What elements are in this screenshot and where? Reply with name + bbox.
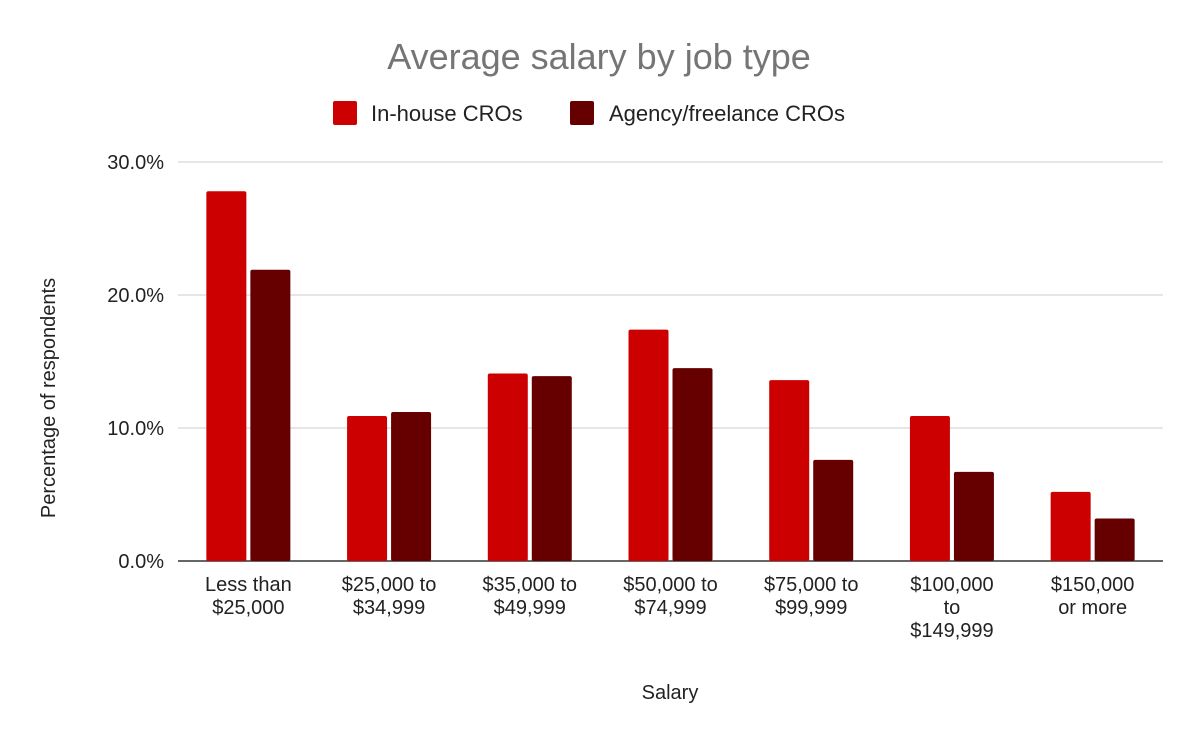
x-tick-label: $50,000 to $74,999 [623, 574, 718, 619]
bar-agency [953, 471, 994, 561]
gridlines [178, 161, 1163, 562]
x-tick-label: Less than $25,000 [205, 574, 292, 619]
legend-label-in-house: In-house CROs [371, 101, 523, 126]
bar-in-house [769, 380, 810, 561]
y-tick-label: 0.0% [118, 551, 164, 573]
legend-swatch-in-house [333, 101, 357, 125]
bar-in-house [1050, 491, 1091, 561]
y-tick-label: 10.0% [107, 418, 164, 440]
bar-in-house [909, 416, 950, 561]
bars [206, 191, 1135, 561]
legend-swatch-agency [570, 101, 594, 125]
x-tick-label: $150,000 or more [1051, 574, 1134, 619]
y-axis-ticks: 0.0% 10.0% 20.0% 30.0% [107, 152, 164, 573]
bar-agency [531, 376, 572, 561]
legend-label-agency: Agency/freelance CROs [609, 101, 845, 126]
y-axis-title: Percentage of respondents [38, 278, 60, 518]
x-tick-label: $75,000 to $99,999 [764, 574, 859, 619]
bar-in-house [347, 416, 388, 561]
y-tick-label: 30.0% [107, 152, 164, 174]
bar-agency [672, 368, 713, 561]
x-tick-label: $35,000 to $49,999 [483, 574, 578, 619]
bar-in-house [628, 329, 669, 561]
legend: In-house CROs Agency/freelance CROs [333, 101, 845, 126]
x-axis-title: Salary [642, 682, 699, 704]
bar-agency [1094, 518, 1135, 561]
bar-agency [813, 459, 854, 561]
bar-agency [250, 269, 291, 561]
bar-in-house [487, 373, 528, 561]
chart-title: Average salary by job type [387, 36, 811, 77]
x-axis-ticks: Less than $25,000 $25,000 to $34,999 $35,000… [205, 574, 1134, 642]
bar-in-house [206, 191, 247, 561]
x-tick-label: $25,000 to $34,999 [342, 574, 437, 619]
y-tick-label: 20.0% [107, 285, 164, 307]
bar-agency [391, 412, 432, 561]
x-tick-label: $100,000 to $149,999 [910, 574, 993, 642]
